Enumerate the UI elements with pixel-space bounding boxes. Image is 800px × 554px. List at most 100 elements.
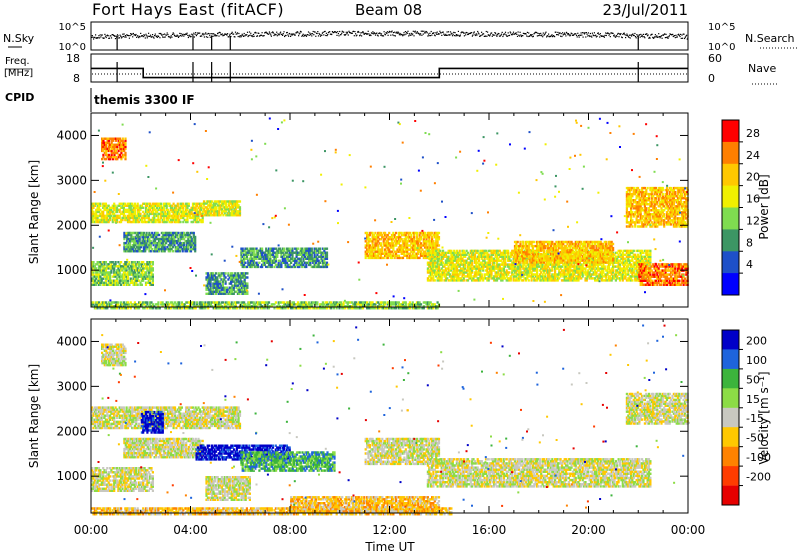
noise-sample bbox=[523, 32, 525, 35]
noise-sample bbox=[406, 32, 408, 34]
range-gate-cell bbox=[447, 251, 450, 255]
range-gate-cell bbox=[502, 257, 505, 260]
noise-sample bbox=[413, 35, 415, 37]
noise-sample bbox=[114, 35, 116, 37]
range-gate-cell bbox=[130, 247, 133, 251]
noise-sample bbox=[97, 37, 99, 39]
range-gate-cell bbox=[153, 216, 156, 220]
range-gate-cell bbox=[191, 204, 195, 207]
range-gate-cell bbox=[192, 245, 195, 249]
noise-sample bbox=[357, 30, 359, 33]
range-gate-cell bbox=[209, 278, 212, 281]
range-gate-cell bbox=[533, 263, 536, 266]
range-gate-cell bbox=[274, 255, 277, 258]
range-gate-cell bbox=[133, 277, 136, 280]
range-gate-cell bbox=[124, 271, 127, 274]
range-gate-cell bbox=[450, 249, 453, 253]
range-gate-cell bbox=[406, 252, 409, 255]
range-gate-cell bbox=[136, 269, 139, 272]
range-gate-cell bbox=[551, 275, 554, 278]
range-gate-cell bbox=[149, 208, 152, 212]
range-gate-cell bbox=[140, 218, 143, 222]
range-gate-cell bbox=[502, 259, 505, 262]
range-gate-cell bbox=[96, 275, 99, 278]
range-gate-cell bbox=[451, 255, 454, 258]
noise-sample bbox=[200, 35, 202, 37]
range-gate-cell bbox=[167, 216, 170, 220]
range-gate-cell bbox=[133, 245, 136, 249]
range-gate-cell bbox=[480, 251, 483, 255]
range-gate-cell bbox=[247, 249, 250, 252]
range-gate-cell bbox=[395, 236, 398, 239]
range-gate-cell bbox=[194, 245, 197, 249]
range-gate-cell bbox=[483, 273, 486, 276]
range-gate-cell bbox=[209, 210, 212, 213]
range-gate-cell bbox=[269, 253, 272, 256]
noise-sample bbox=[218, 35, 220, 37]
range-gate-cell bbox=[91, 202, 94, 205]
range-gate-cell bbox=[393, 254, 396, 257]
range-gate-cell bbox=[399, 244, 402, 247]
range-gate-cell bbox=[206, 286, 209, 289]
range-gate-cell bbox=[185, 214, 188, 218]
range-gate-cell bbox=[107, 218, 110, 222]
range-gate-cell bbox=[497, 259, 500, 262]
range-gate-cell bbox=[160, 239, 163, 243]
range-gate-cell bbox=[107, 273, 110, 276]
noise-sample bbox=[114, 38, 117, 40]
range-gate-cell bbox=[379, 242, 382, 245]
range-gate-cell bbox=[299, 253, 302, 256]
range-gate-cell bbox=[123, 241, 126, 245]
noise-sample bbox=[439, 32, 442, 34]
range-gate-cell bbox=[113, 273, 116, 276]
range-gate-cell bbox=[95, 220, 98, 224]
range-gate-cell bbox=[448, 273, 452, 276]
range-gate-cell bbox=[211, 206, 214, 209]
range-gate-cell bbox=[132, 216, 135, 220]
range-gate-cell bbox=[511, 271, 514, 274]
range-gate-cell bbox=[219, 200, 222, 203]
range-gate-cell bbox=[413, 238, 416, 241]
range-gate-cell bbox=[136, 218, 139, 222]
range-gate-cell bbox=[133, 261, 136, 264]
range-gate-cell bbox=[165, 241, 168, 245]
range-gate-cell bbox=[122, 267, 125, 270]
range-gate-cell bbox=[408, 244, 411, 247]
range-gate-cell bbox=[162, 245, 165, 249]
range-gate-cell bbox=[146, 267, 149, 270]
range-gate-cell bbox=[523, 271, 526, 274]
range-gate-cell bbox=[542, 269, 546, 272]
range-gate-cell bbox=[229, 200, 232, 203]
range-gate-cell bbox=[292, 251, 295, 254]
range-gate-cell bbox=[240, 292, 244, 295]
range-gate-cell bbox=[498, 249, 501, 253]
range-gate-cell bbox=[495, 279, 499, 282]
range-gate-cell bbox=[298, 265, 301, 269]
noise-sample bbox=[436, 31, 438, 33]
noise-sample bbox=[502, 35, 504, 38]
range-gate-cell bbox=[265, 255, 268, 258]
range-gate-cell bbox=[370, 240, 373, 243]
range-gate-cell bbox=[404, 248, 407, 251]
noise-sample bbox=[169, 36, 171, 38]
range-gate-cell bbox=[222, 204, 225, 207]
range-gate-cell bbox=[155, 237, 158, 241]
range-gate-cell bbox=[372, 246, 376, 249]
range-gate-cell bbox=[533, 249, 536, 253]
range-gate-cell bbox=[364, 256, 367, 260]
range-gate-cell bbox=[236, 204, 239, 207]
range-gate-cell bbox=[490, 257, 493, 260]
range-gate-cell bbox=[505, 279, 508, 282]
range-gate-cell bbox=[544, 273, 547, 276]
noise-sample bbox=[337, 31, 339, 33]
noise-sample bbox=[226, 34, 228, 36]
range-gate-cell bbox=[368, 238, 371, 241]
range-gate-cell bbox=[237, 212, 240, 215]
noise-sample bbox=[469, 32, 471, 34]
range-gate-cell bbox=[401, 250, 405, 253]
range-gate-cell bbox=[422, 256, 425, 260]
range-gate-cell bbox=[169, 231, 172, 235]
range-gate-cell bbox=[142, 273, 145, 276]
range-gate-cell bbox=[173, 241, 176, 245]
range-gate-cell bbox=[457, 253, 460, 256]
